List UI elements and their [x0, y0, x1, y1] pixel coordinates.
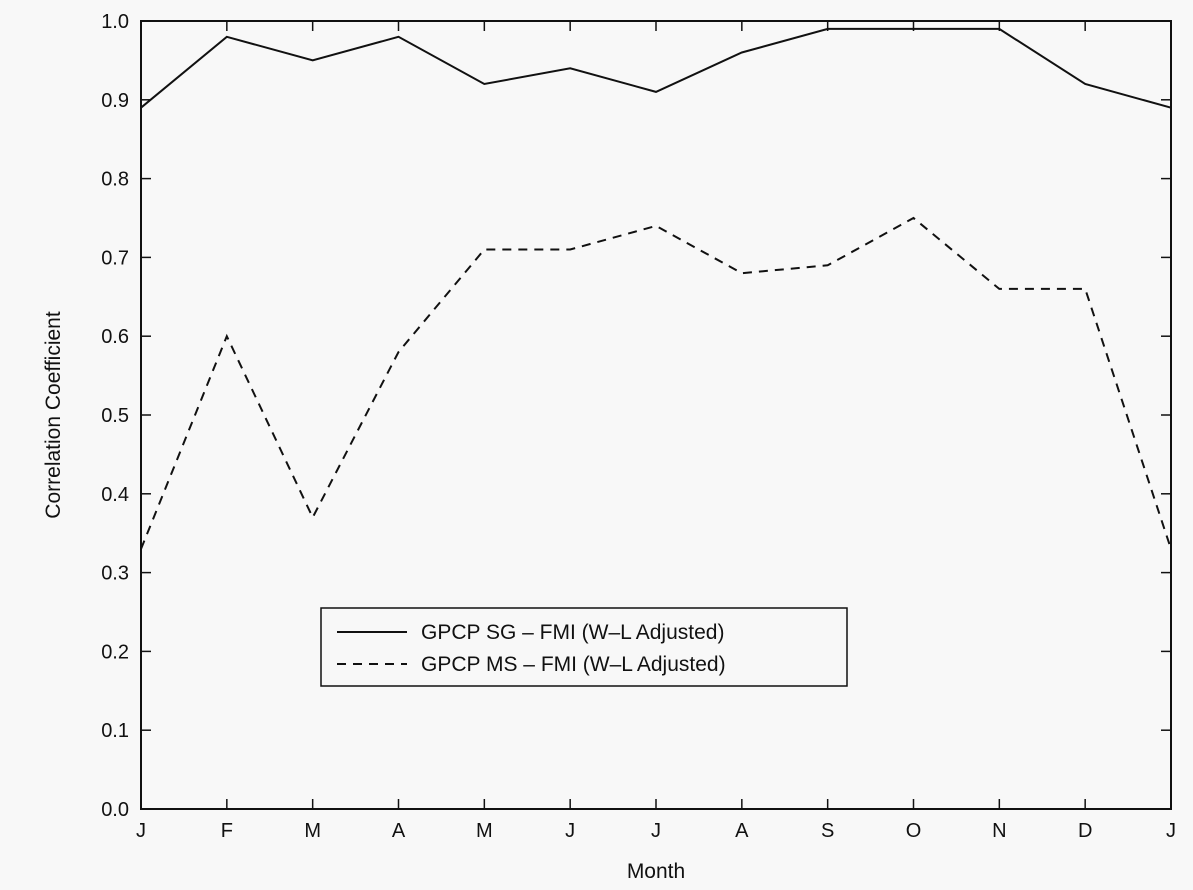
x-tick-label: S	[821, 820, 834, 842]
x-tick-label: D	[1078, 820, 1092, 842]
series-line-ms	[140, 216, 1172, 550]
x-tick-label: J	[651, 820, 661, 842]
x-tick-label: J	[565, 820, 575, 842]
y-tick-label: 0.8	[101, 169, 129, 191]
x-tick-label: M	[476, 820, 493, 842]
y-tick-label: 0.6	[101, 326, 129, 348]
x-tick-label: J	[136, 820, 146, 842]
y-tick-label: 0.1	[101, 720, 129, 742]
series-layer	[140, 27, 1172, 550]
series-line-sg	[140, 27, 1172, 109]
legend-label-sg: GPCP SG – FMI (W–L Adjusted)	[421, 621, 724, 644]
y-tick-label: 1.0	[101, 11, 129, 33]
y-axis: 0.0 0.1 0.2 0.3 0.4 0.5 0.6 0.7 0.8 0.9 1.0	[101, 11, 1171, 821]
y-tick-label: 0.7	[101, 247, 129, 269]
y-tick-label: 0.4	[101, 484, 129, 506]
x-tick-label: N	[992, 820, 1006, 842]
y-tick-label: 0.3	[101, 563, 129, 585]
y-axis-title: Correlation Coefficient	[42, 311, 65, 519]
plot-area	[140, 20, 1172, 810]
y-tick-label: 0.2	[101, 641, 129, 663]
y-tick-label: 0.5	[101, 405, 129, 427]
x-tick-label: F	[221, 820, 233, 842]
x-axis-title: Month	[627, 860, 685, 883]
x-tick-label: M	[304, 820, 321, 842]
x-tick-label: J	[1166, 820, 1176, 842]
y-tick-label: 0.0	[101, 799, 129, 821]
legend-label-ms: GPCP MS – FMI (W–L Adjusted)	[421, 653, 726, 676]
x-tick-label: A	[735, 820, 749, 842]
x-tick-label: A	[392, 820, 406, 842]
legend-box	[320, 607, 848, 687]
x-tick-label: O	[906, 820, 922, 842]
y-tick-label: 0.9	[101, 90, 129, 112]
legend: GPCP SG – FMI (W–L Adjusted) GPCP MS – F…	[320, 607, 848, 687]
